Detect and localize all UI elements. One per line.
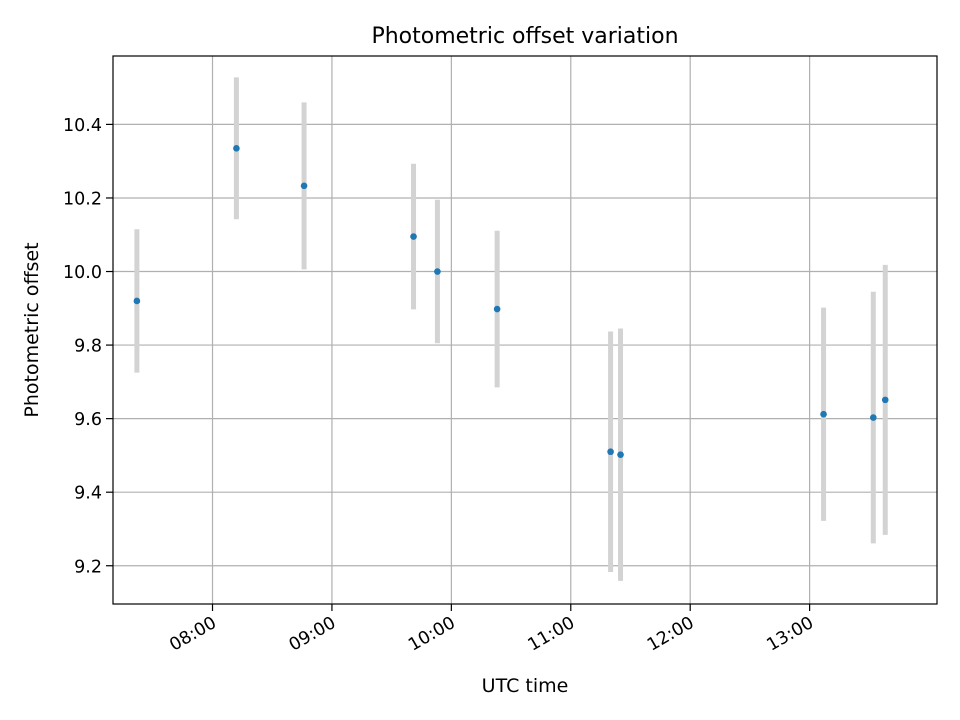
x-axis-label: UTC time: [482, 675, 569, 697]
y-axis-ticks: 9.2 9.4 9.6 9.8 10.0 10.2 10.4: [63, 116, 113, 577]
y-axis-label: Photometric offset: [21, 242, 43, 417]
data-point: [133, 297, 141, 305]
data-point: [870, 414, 877, 421]
data-point: [233, 145, 240, 152]
y-tick-label: 10.2: [63, 189, 102, 209]
x-tick-label: 10:00: [405, 613, 459, 656]
plot-frame: [112, 55, 938, 605]
x-tick-label: 09:00: [286, 613, 340, 656]
plot-background: [113, 56, 937, 604]
chart-title: Photometric offset variation: [371, 24, 678, 49]
data-point: [300, 182, 308, 190]
y-tick-label: 9.2: [74, 557, 102, 577]
x-tick-label: 13:00: [763, 613, 817, 656]
grid-lines: [113, 56, 937, 604]
x-tick-label: 11:00: [525, 613, 579, 656]
data-point: [881, 396, 889, 404]
data-point: [607, 448, 614, 456]
y-tick-label: 10.0: [63, 263, 102, 283]
data-points: [133, 145, 889, 458]
data-point: [410, 233, 417, 240]
y-tick-label: 9.8: [74, 337, 102, 357]
data-point: [617, 451, 624, 458]
data-point: [820, 410, 827, 418]
data-point: [493, 305, 501, 313]
x-tick-label: 12:00: [644, 613, 698, 656]
data-point: [434, 268, 441, 275]
y-tick-label: 9.6: [74, 410, 102, 430]
x-axis-ticks: 08:00 09:00 10:00 11:00 12:00 13:00: [166, 604, 817, 656]
y-tick-label: 9.4: [74, 484, 102, 504]
x-tick-label: 08:00: [166, 613, 220, 656]
y-tick-label: 10.4: [63, 116, 102, 136]
